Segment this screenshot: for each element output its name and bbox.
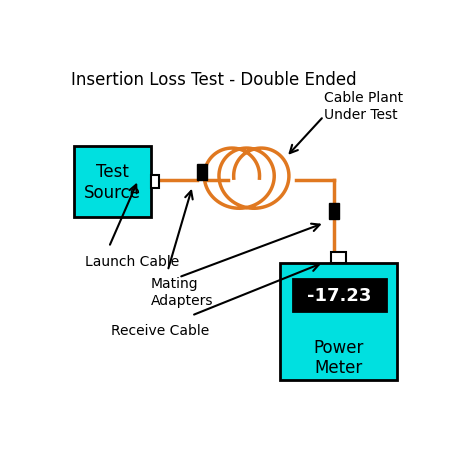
Text: Power
Meter: Power Meter xyxy=(313,338,364,377)
FancyBboxPatch shape xyxy=(292,280,386,311)
Text: Insertion Loss Test - Double Ended: Insertion Loss Test - Double Ended xyxy=(71,71,356,89)
FancyBboxPatch shape xyxy=(151,176,159,189)
FancyBboxPatch shape xyxy=(331,252,346,263)
FancyBboxPatch shape xyxy=(329,203,339,219)
Text: Cable Plant
Under Test: Cable Plant Under Test xyxy=(324,91,403,121)
Text: Receive Cable: Receive Cable xyxy=(110,324,209,338)
Text: -17.23: -17.23 xyxy=(307,286,372,304)
Text: Test
Source: Test Source xyxy=(84,163,141,202)
Text: Launch Cable: Launch Cable xyxy=(85,255,179,269)
FancyBboxPatch shape xyxy=(197,165,207,180)
Text: Mating
Adapters: Mating Adapters xyxy=(151,277,214,307)
FancyBboxPatch shape xyxy=(74,147,151,218)
FancyBboxPatch shape xyxy=(280,263,397,380)
